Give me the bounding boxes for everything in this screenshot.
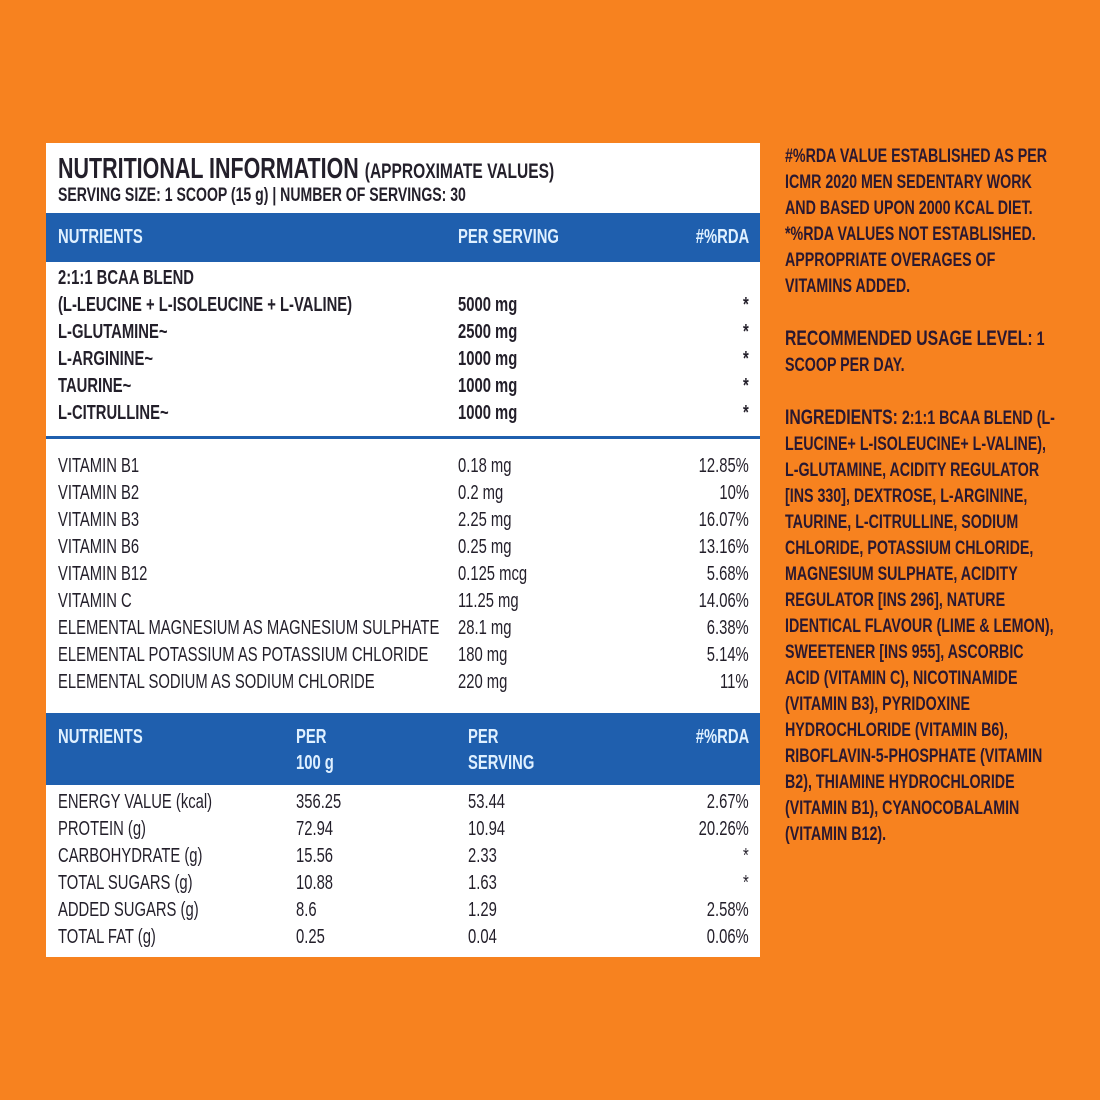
cell-serving: 0.18 mg [458,455,512,477]
cell-name: TOTAL FAT (g) [58,926,156,948]
table-row: L-GLUTAMINE~ 2500 mg * [46,321,760,348]
cell-rda: 13.16% [698,536,749,558]
table-row: TOTAL FAT (g) 0.25 0.04 0.06% [46,926,760,953]
ingredients: INGREDIENTS: 2:1:1 BCAA BLEND (L-LEUCINE… [785,406,1055,845]
table-row: VITAMIN B12 0.125 mcg 5.68% [46,563,760,590]
table-row: (L-LEUCINE + L-ISOLEUCINE + L-VALINE) 500… [46,294,760,321]
cell-rda: 5.68% [707,563,749,585]
blend-label: 2:1:1 BCAA BLEND [58,267,194,289]
cell-serving: 10.94 [468,818,506,840]
cell-serving: 220 mg [458,671,508,693]
cell-serving: 2500 mg [458,321,518,343]
table-row: L-CITRULLINE~ 1000 mg * [46,402,760,429]
cell-per100: 356.25 [296,791,342,813]
cell-rda: 12.85% [698,455,749,477]
cell-name: ENERGY VALUE (kcal) [58,791,213,813]
cell-per100: 8.6 [296,899,317,921]
cell-serving: 2.25 mg [458,509,512,531]
usage-note: RECOMMENDED USAGE LEVEL: 1 SCOOP PER DAY… [785,327,1045,376]
cell-serving: 53.44 [468,791,506,813]
cell-serving: 11.25 mg [458,590,519,612]
table-row: VITAMIN B2 0.2 mg 10% [46,482,760,509]
cell-name: ELEMENTAL POTASSIUM AS POTASSIUM CHLORID… [58,644,429,666]
cell-rda: * [743,348,749,370]
cell-serving: 0.125 mcg [458,563,528,585]
table-row: ELEMENTAL MAGNESIUM AS MAGNESIUM SULPHAT… [46,617,760,644]
cell-name: L-GLUTAMINE~ [58,321,168,343]
table-row: ELEMENTAL SODIUM AS SODIUM CHLORIDE 220 m… [46,671,760,698]
cell-name: (L-LEUCINE + L-ISOLEUCINE + L-VALINE) [58,294,353,316]
cell-name: VITAMIN B12 [58,563,148,585]
cell-name: VITAMIN B6 [58,536,140,558]
cell-rda: 2.67% [707,791,749,813]
cell-rda: 20.26% [698,818,749,840]
divider [46,436,760,439]
table-row: TAURINE~ 1000 mg * [46,375,760,402]
cell-rda: 10% [719,482,749,504]
cell-name: CARBOHYDRATE (g) [58,845,203,867]
table-row: VITAMIN B3 2.25 mg 16.07% [46,509,760,536]
cell-name: PROTEIN (g) [58,818,146,840]
cell-serving: 0.04 [468,926,497,948]
cell-per100: 10.88 [296,872,334,894]
cell-rda: 6.38% [707,617,749,639]
cell-per100: 72.94 [296,818,334,840]
cell-rda: 2.58% [707,899,749,921]
cell-rda: * [743,402,749,424]
cell-rda: 0.06% [707,926,749,948]
table-row: VITAMIN C 11.25 mg 14.06% [46,590,760,617]
table-row: ADDED SUGARS (g) 8.6 1.29 2.58% [46,899,760,926]
cell-serving: 1.63 [468,872,497,894]
cell-rda: * [743,294,749,316]
table-row: ELEMENTAL POTASSIUM AS POTASSIUM CHLORID… [46,644,760,671]
nutrition-table: NUTRITIONAL INFORMATION (APPROXIMATE VAL… [46,143,760,957]
table-row: VITAMIN B6 0.25 mg 13.16% [46,536,760,563]
cell-rda: * [743,845,749,867]
side-notes: #%RDA VALUE ESTABLISHED AS PER ICMR 2020… [785,144,1055,874]
cell-name: TOTAL SUGARS (g) [58,872,193,894]
table-row: CARBOHYDRATE (g) 15.56 2.33 * [46,845,760,872]
cell-serving: 1000 mg [458,402,518,424]
table-row: ENERGY VALUE (kcal) 356.25 53.44 2.67% [46,791,760,818]
cell-serving: 1000 mg [458,375,518,397]
cell-name: ELEMENTAL MAGNESIUM AS MAGNESIUM SULPHAT… [58,617,440,639]
table-row: TOTAL SUGARS (g) 10.88 1.63 * [46,872,760,899]
page-title: NUTRITIONAL INFORMATION (APPROXIMATE VAL… [58,153,555,185]
cell-name: L-CITRULLINE~ [58,402,169,424]
table-row: L-ARGININE~ 1000 mg * [46,348,760,375]
cell-name: L-ARGININE~ [58,348,153,370]
cell-name: TAURINE~ [58,375,132,397]
cell-name: VITAMIN B2 [58,482,140,504]
table-row: PROTEIN (g) 72.94 10.94 20.26% [46,818,760,845]
cell-name: VITAMIN B1 [58,455,140,477]
table-header-1: NUTRIENTS PER SERVING #%RDA [46,213,760,262]
cell-name: VITAMIN B3 [58,509,140,531]
cell-per100: 0.25 [296,926,325,948]
cell-name: ELEMENTAL SODIUM AS SODIUM CHLORIDE [58,671,375,693]
cell-rda: * [743,375,749,397]
serving-info: SERVING SIZE: 1 SCOOP (15 g) | NUMBER OF… [58,185,466,206]
cell-serving: 1000 mg [458,348,518,370]
cell-serving: 1.29 [468,899,497,921]
cell-rda: * [743,321,749,343]
cell-rda: 5.14% [707,644,749,666]
table-row: VITAMIN B1 0.18 mg 12.85% [46,455,760,482]
cell-serving: 0.25 mg [458,536,512,558]
rda-note: #%RDA VALUE ESTABLISHED AS PER ICMR 2020… [785,146,1048,297]
cell-rda: 16.07% [698,509,749,531]
cell-serving: 2.33 [468,845,497,867]
cell-name: VITAMIN C [58,590,132,612]
cell-rda: * [743,872,749,894]
cell-serving: 28.1 mg [458,617,512,639]
cell-serving: 5000 mg [458,294,518,316]
cell-name: ADDED SUGARS (g) [58,899,199,921]
cell-serving: 0.2 mg [458,482,504,504]
cell-rda: 11% [720,671,749,693]
cell-rda: 14.06% [698,590,749,612]
cell-per100: 15.56 [296,845,334,867]
cell-serving: 180 mg [458,644,508,666]
table-header-2: NUTRIENTS PER PER #%RDA 100 g SERVING [46,713,760,785]
